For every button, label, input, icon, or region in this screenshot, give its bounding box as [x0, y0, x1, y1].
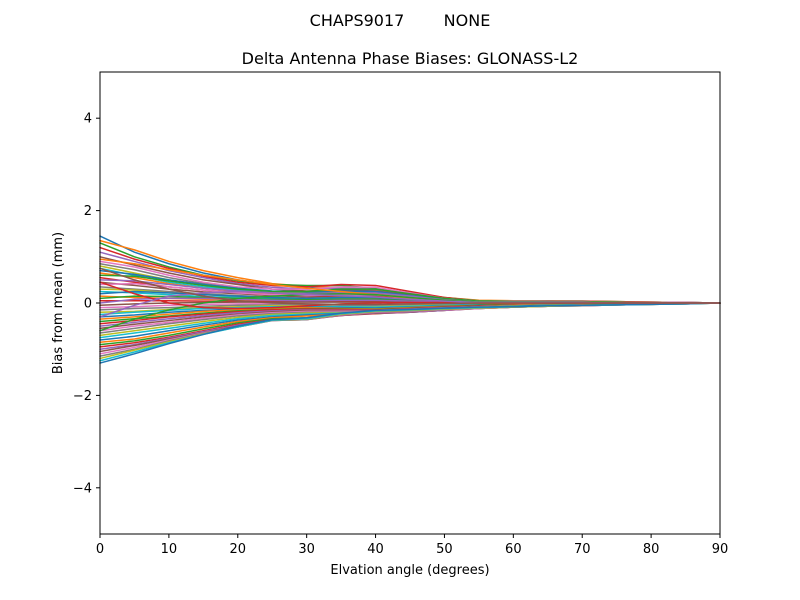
x-tick-label: 50: [436, 542, 453, 557]
x-tick-label: 40: [367, 542, 384, 557]
y-tick-label: −4: [73, 481, 92, 496]
x-tick-label: 70: [574, 542, 591, 557]
y-axis: −4 −2 0 2 4: [73, 112, 100, 496]
y-tick-label: 4: [84, 112, 92, 127]
series-line-56: [99, 267, 721, 306]
x-tick-label: 30: [298, 542, 315, 557]
y-tick-label: 0: [84, 297, 92, 312]
x-tick-label: 10: [161, 542, 178, 557]
x-tick-label: 20: [230, 542, 247, 557]
x-axis: 0 10 20 30 40 50 60 70 80 90: [96, 534, 728, 557]
x-tick-label: 0: [96, 542, 104, 557]
x-tick-label: 60: [505, 542, 522, 557]
x-tick-label: 80: [643, 542, 660, 557]
suptitle-left: CHAPS9017: [310, 11, 405, 30]
y-tick-label: 2: [84, 204, 92, 219]
x-axis-label: Elvation angle (degrees): [330, 563, 489, 578]
suptitle-right: NONE: [444, 11, 491, 30]
y-axis-label: Bias from mean (mm): [51, 232, 66, 374]
y-tick-label: −2: [73, 389, 92, 404]
series-group: [99, 235, 721, 364]
series-line-51: [99, 302, 721, 364]
chart-title: Delta Antenna Phase Biases: GLONASS-L2: [242, 49, 579, 68]
x-tick-label: 90: [712, 542, 729, 557]
